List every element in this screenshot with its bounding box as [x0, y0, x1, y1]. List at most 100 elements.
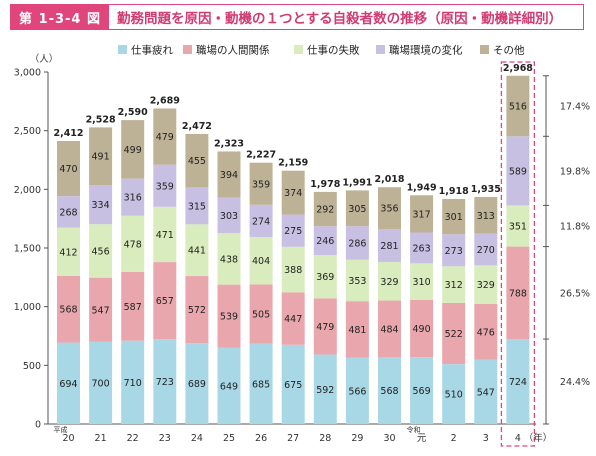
total-value-label: 1,918: [439, 186, 469, 197]
bar-segment: [313, 191, 337, 227]
segment-value-label: 369: [316, 272, 334, 283]
segment-value-label: 353: [348, 276, 366, 287]
segment-value-label: 479: [156, 132, 174, 143]
x-tick-label: 27: [287, 433, 299, 444]
percent-label: 24.4%: [560, 377, 590, 388]
total-value-label: 1,949: [407, 182, 437, 193]
bar-segment: [410, 263, 434, 300]
bar-segment: [378, 187, 401, 229]
segment-value-label: 649: [220, 381, 238, 392]
bar-segment: [378, 228, 401, 262]
total-value-label: 2,159: [278, 158, 308, 169]
legend-swatch: [118, 45, 127, 54]
segment-value-label: 412: [59, 247, 77, 258]
y-tick-label: 500: [23, 361, 41, 372]
bar-segment: [345, 190, 369, 227]
bar-segment: [281, 170, 305, 215]
bar-segment: [313, 354, 337, 424]
segment-value-label: 394: [220, 170, 238, 181]
segment-value-label: 356: [380, 204, 398, 215]
x-tick-label: 28: [319, 433, 331, 444]
bar-segment: [410, 195, 434, 233]
segment-value-label: 316: [124, 193, 142, 204]
segment-value-label: 315: [188, 201, 206, 212]
bar-segment: [313, 255, 337, 299]
segment-value-label: 694: [59, 379, 77, 390]
segment-value-label: 334: [92, 200, 110, 211]
bar-segment: [121, 271, 145, 341]
segment-value-label: 589: [509, 166, 527, 177]
total-value-label: 1,935: [471, 184, 501, 195]
bar-segment: [442, 198, 466, 235]
segment-value-label: 456: [92, 246, 110, 257]
era-label: 令和: [407, 425, 421, 434]
legend-swatch: [480, 45, 489, 54]
segment-value-label: 438: [220, 254, 238, 265]
bar-segment: [474, 303, 498, 360]
bar-segment: [506, 75, 530, 137]
bar-segment: [217, 233, 241, 285]
bar-segment: [249, 162, 273, 205]
x-tick-label: 20: [62, 433, 74, 444]
segment-value-label: 329: [477, 280, 495, 291]
x-tick-label: 4: [515, 433, 521, 444]
bar-segment: [153, 164, 177, 207]
segment-value-label: 281: [380, 241, 398, 252]
segment-value-label: 476: [477, 327, 495, 338]
bar-segment: [249, 343, 273, 424]
segment-value-label: 566: [348, 386, 366, 397]
segment-value-label: 547: [92, 305, 110, 316]
x-tick-label: 3: [483, 433, 489, 444]
highlight-frame: [500, 61, 536, 447]
x-tick-label: 23: [159, 433, 171, 444]
segment-value-label: 484: [380, 324, 398, 335]
y-tick-label: 2,500: [14, 126, 41, 137]
total-value-label: 2,590: [118, 107, 148, 118]
segment-value-label: 275: [284, 226, 302, 237]
y-tick-label: 2,000: [14, 185, 41, 196]
segment-value-label: 522: [445, 329, 463, 340]
segment-value-label: 273: [445, 246, 463, 257]
bar-segment: [89, 184, 113, 225]
legend-swatch: [376, 45, 385, 54]
bar-segment: [410, 232, 434, 264]
bar-segment: [410, 299, 434, 358]
bar-segment: [121, 340, 145, 424]
segment-value-label: 374: [284, 188, 302, 199]
bar-segment: [121, 215, 145, 272]
segment-value-label: 388: [284, 265, 302, 276]
bar-segment: [378, 261, 401, 301]
segment-value-label: 510: [445, 390, 463, 401]
bar-segment: [313, 226, 337, 256]
bar-segment: [442, 266, 466, 303]
segment-value-label: 268: [59, 207, 77, 218]
total-value-label: 2,689: [150, 95, 180, 106]
segment-value-label: 359: [252, 179, 270, 190]
segment-value-label: 479: [316, 322, 334, 333]
era-label: 平成: [54, 425, 68, 434]
x-tick-label: 25: [223, 433, 235, 444]
segment-value-label: 505: [252, 310, 270, 321]
bar-segment: [217, 347, 241, 424]
x-tick-label: 2: [451, 433, 457, 444]
bar-segment: [281, 344, 305, 424]
bar-segment: [153, 206, 177, 263]
bar-segment: [474, 196, 498, 234]
bar-segment: [217, 284, 241, 348]
bar-segment: [281, 214, 305, 247]
x-tick-label: 22: [127, 433, 139, 444]
bar-segment: [313, 298, 337, 355]
bar-segment: [506, 246, 530, 340]
x-tick-label: 21: [95, 433, 107, 444]
bar-segment: [217, 197, 241, 234]
percent-label: 11.8%: [560, 222, 590, 233]
segment-value-label: 274: [252, 216, 270, 227]
legend-label: 職場の人間関係: [196, 44, 270, 57]
x-axis-unit-label: （年）: [524, 432, 553, 444]
bar-segment: [89, 341, 113, 424]
bar-segment: [281, 246, 305, 293]
bar-segment: [57, 342, 80, 424]
legend-label: その他: [493, 44, 525, 57]
segment-value-label: 499: [124, 145, 142, 156]
bar-segment: [410, 357, 434, 424]
